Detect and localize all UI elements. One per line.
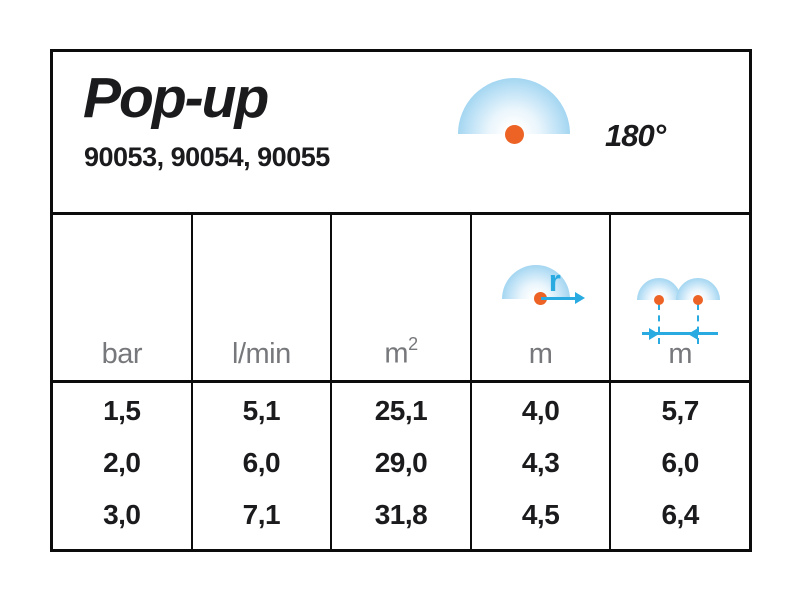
data-pressure: 1,5 2,0 3,0	[53, 383, 191, 549]
spacing-semicircle-left	[637, 278, 682, 300]
cell-value: 29,0	[374, 447, 428, 478]
dimension-arrowhead-left	[688, 327, 699, 340]
unit-label-m: m	[528, 338, 553, 370]
header-flow: l/min	[192, 215, 331, 383]
cell-value: 2,0	[103, 447, 141, 478]
cell-value: 3,0	[103, 499, 141, 530]
product-title: Pop-up	[83, 66, 269, 130]
unit-label-lmin: l/min	[232, 338, 291, 370]
unit-label-m2: m2	[332, 334, 470, 371]
nozzle-dot	[533, 292, 547, 305]
cell-value: 5,7	[661, 395, 699, 426]
spacing-dimension-icon	[611, 215, 749, 380]
cell-value: 6,0	[661, 447, 699, 478]
cell-value: 25,1	[374, 395, 428, 426]
header-pressure: bar	[53, 215, 191, 383]
header-spacing: m	[611, 215, 749, 383]
unit-base: m	[384, 338, 409, 370]
unit-label-m: m	[668, 338, 692, 370]
radius-r-label: r	[548, 263, 561, 298]
column-spacing: m 5,7 6,0 6,4	[611, 215, 749, 549]
title-section: Pop-up 90053, 90054, 90055 180°	[53, 52, 749, 215]
header-coverage: m2	[332, 215, 470, 383]
radius-arrow-line	[540, 296, 576, 300]
data-flow: 5,1 6,0 7,1	[193, 383, 331, 549]
radius-arrowhead	[574, 292, 585, 304]
dimension-dashed-line	[658, 304, 661, 344]
cell-value: 31,8	[374, 499, 428, 530]
column-pressure: bar 1,5 2,0 3,0	[53, 215, 193, 549]
nozzle-dot	[693, 295, 704, 305]
cell-value: 4,5	[521, 499, 560, 530]
cell-value: 4,3	[521, 447, 560, 478]
cell-value: 5,1	[242, 395, 281, 426]
column-radius: r m 4,0 4,3 4,5	[471, 215, 612, 549]
nozzle-dot	[504, 125, 524, 144]
column-coverage: m2 25,1 29,0 31,8	[332, 215, 472, 549]
column-flow: l/min 5,1 6,0 7,1	[192, 215, 333, 549]
header-radius: r m	[471, 215, 610, 383]
data-coverage: 25,1 29,0 31,8	[332, 383, 470, 549]
cell-value: 4,0	[521, 395, 560, 426]
dimension-dashed-line	[697, 304, 700, 344]
unit-superscript: 2	[408, 334, 418, 355]
spray-angle-label: 180°	[605, 118, 666, 153]
data-radius: 4,0 4,3 4,5	[472, 383, 610, 549]
radius-arrow-icon: r	[472, 215, 610, 380]
cell-value: 6,4	[661, 499, 699, 530]
semicircle-180-spray-icon	[458, 78, 570, 144]
unit-label-bar: bar	[101, 338, 143, 370]
cell-value: 1,5	[103, 395, 141, 426]
cell-value: 6,0	[242, 447, 281, 478]
cell-value: 7,1	[242, 499, 281, 530]
spec-grid: bar 1,5 2,0 3,0 l/min 5,1 6,0 7,1	[53, 215, 749, 549]
spacing-semicircle-right	[676, 278, 721, 300]
data-spacing: 5,7 6,0 6,4	[611, 383, 749, 549]
nozzle-dot	[654, 295, 665, 305]
product-spec-table: Pop-up 90053, 90054, 90055 180° bar 1,5 …	[50, 49, 752, 552]
model-numbers: 90053, 90054, 90055	[84, 142, 330, 172]
dimension-line	[642, 332, 719, 335]
dimension-arrowhead-right	[649, 327, 660, 340]
